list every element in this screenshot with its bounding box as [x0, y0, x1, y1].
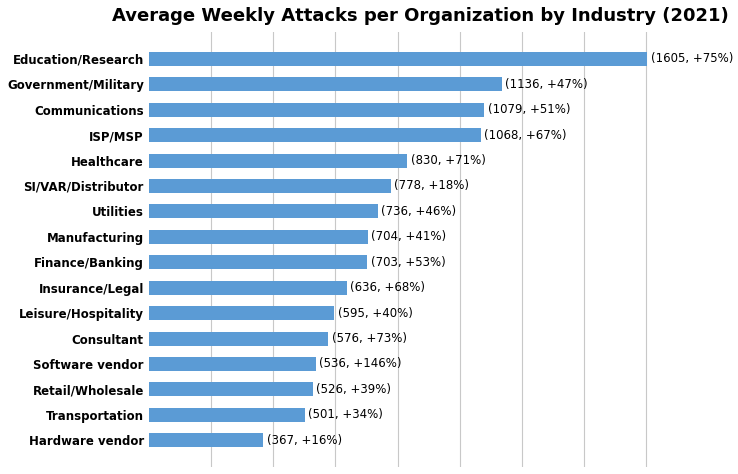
Bar — [149, 103, 484, 117]
Text: (736, +46%): (736, +46%) — [382, 205, 457, 218]
Bar — [149, 281, 347, 295]
Bar — [149, 357, 316, 371]
Text: (1079, +51%): (1079, +51%) — [488, 103, 570, 116]
Bar — [149, 52, 647, 66]
Text: (703, +53%): (703, +53%) — [371, 256, 446, 269]
Bar — [149, 332, 328, 346]
Bar — [149, 383, 312, 396]
Text: (704, +41%): (704, +41%) — [371, 230, 446, 243]
Bar — [149, 128, 480, 142]
Bar — [149, 306, 334, 320]
Text: (1136, +47%): (1136, +47%) — [506, 78, 588, 91]
Text: (830, +71%): (830, +71%) — [410, 154, 486, 167]
Text: (526, +39%): (526, +39%) — [317, 383, 391, 396]
Text: (636, +68%): (636, +68%) — [351, 281, 425, 294]
Bar — [149, 154, 407, 167]
Text: (576, +73%): (576, +73%) — [332, 332, 407, 345]
Bar — [149, 255, 368, 269]
Text: (595, +40%): (595, +40%) — [338, 307, 413, 319]
Title: Average Weekly Attacks per Organization by Industry (2021): Average Weekly Attacks per Organization … — [112, 7, 729, 25]
Bar — [149, 179, 390, 193]
Text: (1605, +75%): (1605, +75%) — [651, 52, 734, 65]
Text: (501, +34%): (501, +34%) — [308, 409, 383, 421]
Text: (1068, +67%): (1068, +67%) — [484, 128, 567, 142]
Bar — [149, 77, 502, 91]
Text: (536, +146%): (536, +146%) — [320, 357, 401, 371]
Bar — [149, 433, 263, 447]
Text: (367, +16%): (367, +16%) — [267, 434, 342, 447]
Bar — [149, 204, 378, 219]
Bar — [149, 230, 368, 244]
Bar — [149, 408, 305, 422]
Text: (778, +18%): (778, +18%) — [394, 180, 469, 192]
